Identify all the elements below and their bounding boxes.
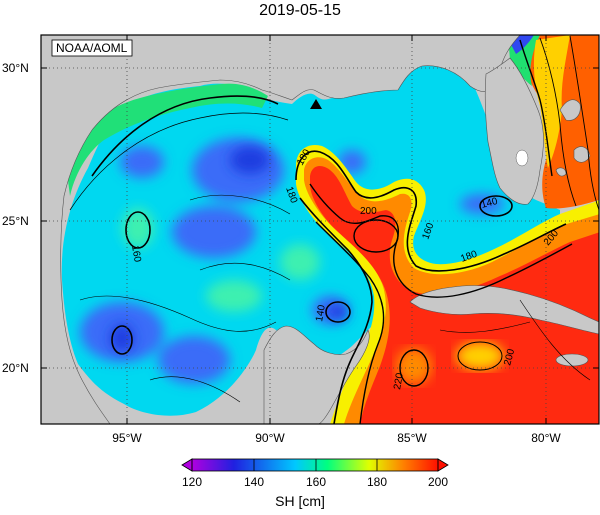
gridlines <box>41 35 599 424</box>
lon-label: 85°W <box>397 431 427 445</box>
colorbar-min-arrow <box>181 458 193 472</box>
colorbar-tick: 200 <box>428 475 448 489</box>
mid-anomalies <box>122 208 320 312</box>
contour-label: 220 <box>392 372 406 391</box>
lon-label: 80°W <box>531 431 561 445</box>
lon-label: 90°W <box>255 431 285 445</box>
map-field: 180 180 160 200 160 140 180 200 140 220 … <box>41 35 599 424</box>
colorbar: 120 140 160 180 200 <box>181 458 449 489</box>
contour-label: 160 <box>129 245 143 264</box>
colorbar-tick: 180 <box>367 475 387 489</box>
station-marker-icon <box>310 99 322 109</box>
contour-label: 200 <box>360 206 377 217</box>
colorbar-tick: 120 <box>182 475 202 489</box>
map-frame <box>40 34 600 425</box>
colorbar-bar <box>191 458 439 472</box>
contour-lines <box>69 35 599 424</box>
contour-label: 140 <box>314 304 328 323</box>
lat-label: 30°N <box>2 61 29 75</box>
frame-ticks <box>41 35 599 424</box>
lat-label: 25°N <box>2 214 29 228</box>
credit-box <box>51 39 133 57</box>
map-title: 2019-05-15 <box>259 2 341 19</box>
gulf-basin <box>61 60 561 416</box>
lat-label: 20°N <box>2 361 29 375</box>
shelf-green <box>64 83 268 196</box>
colorbar-tick: 140 <box>244 475 264 489</box>
credit-text: NOAA/AOML <box>56 41 128 55</box>
land-masses <box>41 35 599 424</box>
contour-label-group: 180 180 160 200 160 140 180 200 140 220 … <box>129 147 561 390</box>
colorbar-tick: 160 <box>306 475 326 489</box>
colorbar-unit-label: SH [cm] <box>275 493 325 509</box>
contour-label: 140 <box>480 196 499 211</box>
colorbar-max-arrow <box>437 458 449 472</box>
contour-label: 200 <box>502 347 517 366</box>
lon-label: 95°W <box>112 431 142 445</box>
